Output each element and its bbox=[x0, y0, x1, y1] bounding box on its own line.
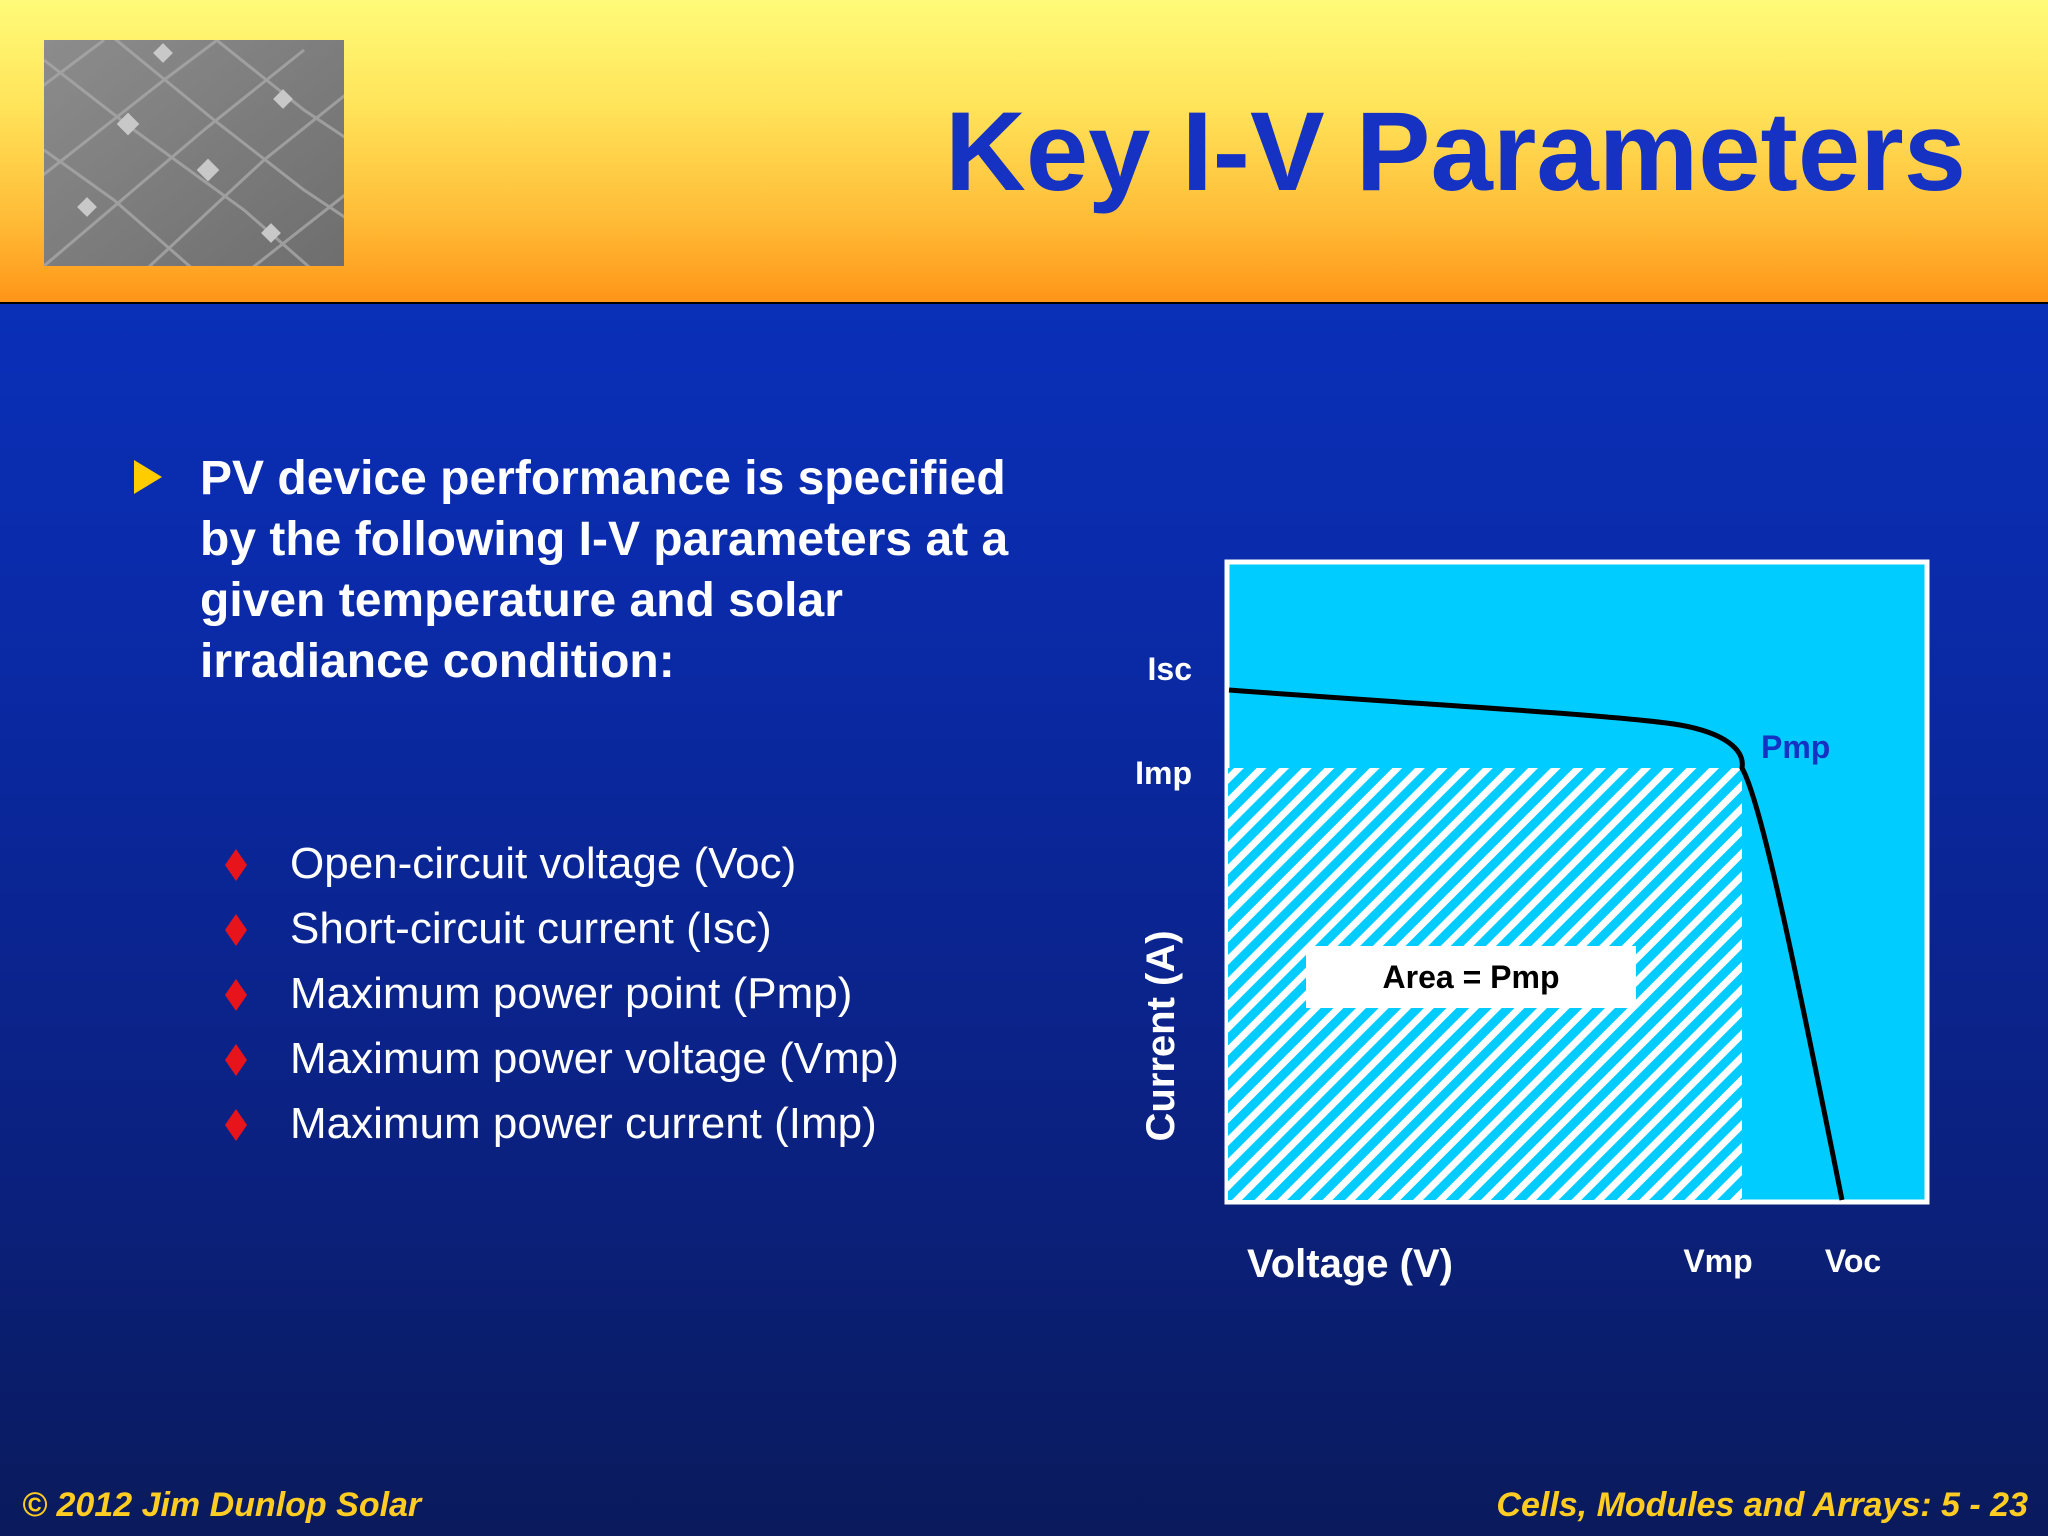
isc-label: Isc bbox=[1148, 651, 1192, 687]
area-label: Area = Pmp bbox=[1383, 959, 1560, 995]
diamond-bullet-icon bbox=[225, 849, 247, 881]
solar-cell-photo bbox=[44, 40, 344, 266]
list-item-label: Open-circuit voltage (Voc) bbox=[290, 839, 797, 888]
imp-label: Imp bbox=[1135, 755, 1192, 791]
header-banner: Key I-V Parameters bbox=[0, 0, 2048, 304]
list-item-label: Maximum power voltage (Vmp) bbox=[290, 1034, 899, 1083]
slide-title: Key I-V Parameters bbox=[944, 89, 1966, 214]
triangle-bullet-icon bbox=[134, 460, 162, 494]
voc-label: Voc bbox=[1825, 1243, 1881, 1279]
area-label-box bbox=[1306, 946, 1636, 1008]
list-item-label: Short-circuit current (Isc) bbox=[290, 904, 772, 953]
footer-copyright: © 2012 Jim Dunlop Solar bbox=[22, 1486, 422, 1524]
x-axis-label: Voltage (V) bbox=[1247, 1242, 1453, 1286]
y-axis-label: Current (A) bbox=[1139, 930, 1183, 1141]
diamond-bullet-icon bbox=[225, 1044, 247, 1076]
footer-page-ref: Cells, Modules and Arrays: 5 - 23 bbox=[1496, 1486, 2028, 1524]
diamond-bullet-icon bbox=[225, 1109, 247, 1141]
diamond-bullet-icon bbox=[225, 914, 247, 946]
pmp-label: Pmp bbox=[1761, 729, 1830, 765]
iv-curve-diagram: Area = Pmp Isc Imp Pmp Current (A) Volta… bbox=[1100, 540, 1980, 1305]
list-item-label: Maximum power current (Imp) bbox=[290, 1099, 877, 1148]
main-bullet-text: PV device performance is specified by th… bbox=[200, 452, 1009, 688]
list-item-label: Maximum power point (Pmp) bbox=[290, 969, 853, 1018]
iv-curve bbox=[1228, 687, 1845, 1201]
vmp-label: Vmp bbox=[1683, 1243, 1752, 1279]
diamond-bullet-icon bbox=[225, 979, 247, 1011]
